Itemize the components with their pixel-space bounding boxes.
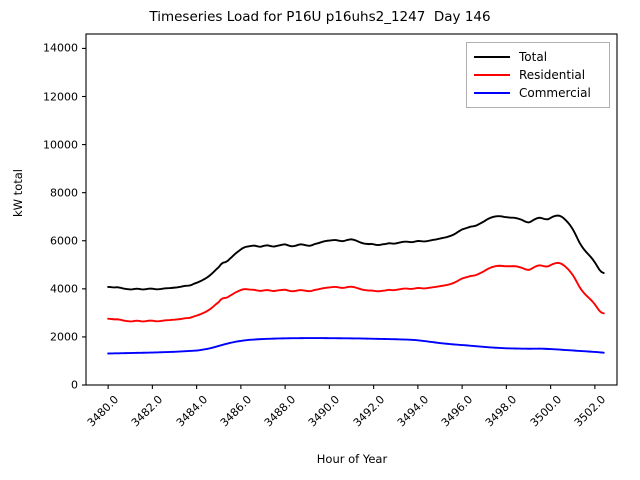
legend-label-total: Total	[519, 50, 548, 64]
chart-legend: Total Residential Commercial	[466, 42, 610, 108]
legend-entry-residential: Residential	[474, 66, 602, 84]
y-tick-label: 4000	[50, 282, 78, 296]
y-tick-label: 2000	[50, 330, 78, 344]
y-tick-label: 6000	[50, 234, 78, 248]
legend-entry-commercial: Commercial	[474, 84, 602, 102]
y-tick-label: 10000	[43, 138, 78, 152]
data-series-group	[107, 214, 605, 355]
legend-swatch-residential	[474, 74, 510, 76]
legend-entry-total: Total	[474, 48, 602, 66]
y-axis-label: kW total	[11, 169, 25, 217]
x-axis-label: Hour of Year	[316, 452, 388, 466]
legend-label-residential: Residential	[519, 68, 586, 82]
y-tick-label: 14000	[43, 41, 78, 55]
chart-title: Timeseries Load for P16U p16uhs2_1247 Da…	[149, 9, 491, 25]
y-tick-label: 8000	[50, 186, 78, 200]
axes-frame	[85, 33, 618, 386]
y-tick-label: 12000	[43, 90, 78, 103]
tick-marks	[82, 47, 596, 389]
legend-swatch-total	[474, 56, 510, 58]
y-tick-label: 0	[71, 378, 78, 392]
legend-label-commercial: Commercial	[519, 86, 591, 100]
legend-swatch-commercial	[474, 92, 510, 94]
